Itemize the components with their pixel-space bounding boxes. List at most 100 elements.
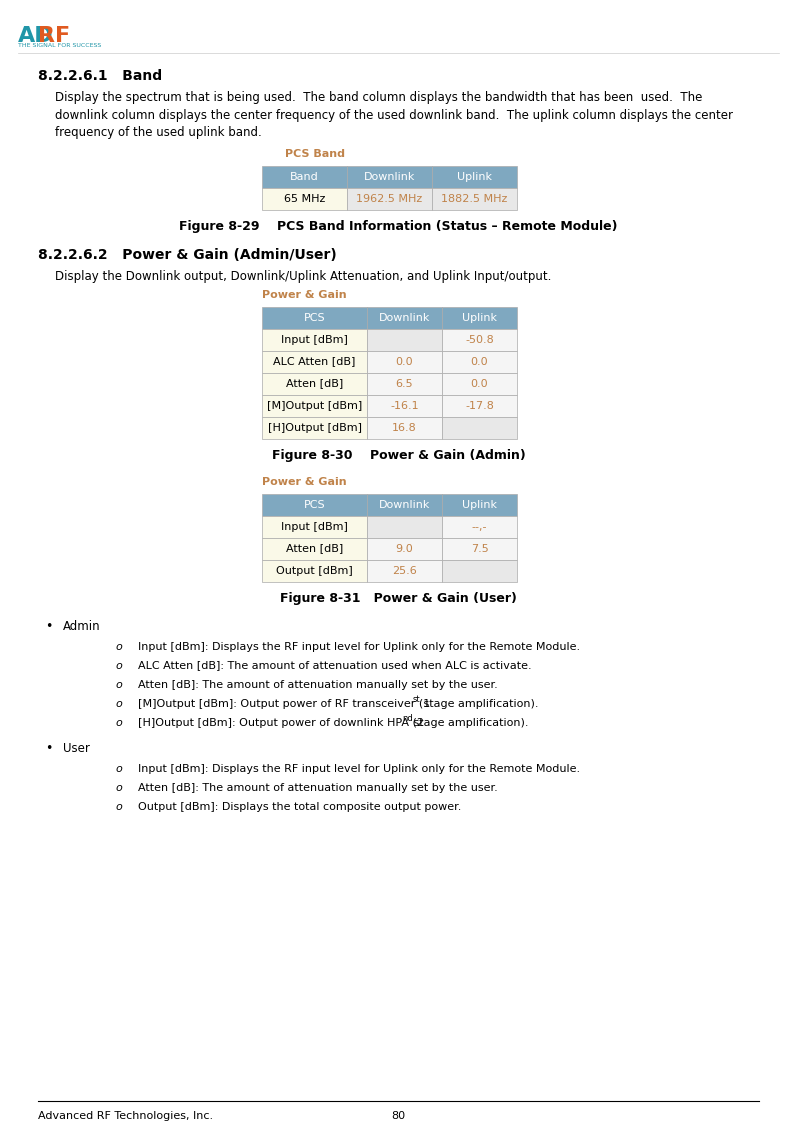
Text: Atten [dB]: The amount of attenuation manually set by the user.: Atten [dB]: The amount of attenuation ma… [138,783,498,793]
Text: ALC Atten [dB]: ALC Atten [dB] [273,356,355,366]
Text: User: User [63,742,90,754]
Text: [H]Output [dBm]: [H]Output [dBm] [268,423,362,432]
Text: Downlink: Downlink [363,172,415,181]
Text: o: o [115,680,122,690]
Bar [367,516,442,537]
Text: Power & Gain: Power & Gain [262,476,347,486]
Bar [442,416,517,439]
Text: 1962.5 MHz: 1962.5 MHz [356,193,422,204]
Text: 0.0: 0.0 [395,356,414,366]
Text: --,-: --,- [472,521,487,532]
Text: Input [dBm]: Displays the RF input level for Uplink only for the Remote Module.: Input [dBm]: Displays the RF input level… [138,641,580,651]
Text: Display the spectrum that is being used.  The band column displays the bandwidth: Display the spectrum that is being used.… [55,90,702,104]
Bar [432,188,517,209]
Bar [367,416,442,439]
Text: -50.8: -50.8 [465,335,494,345]
Text: Input [dBm]: Input [dBm] [281,335,348,345]
Text: PCS Band: PCS Band [285,148,345,158]
Bar [262,188,347,209]
Bar [442,493,517,516]
Text: 6.5: 6.5 [395,379,414,389]
Text: Power & Gain: Power & Gain [262,290,347,300]
Text: st: st [413,694,421,703]
Text: RF: RF [38,26,70,46]
Bar [367,493,442,516]
Bar [262,351,367,372]
Bar [262,537,367,560]
Text: Input [dBm]: Input [dBm] [281,521,348,532]
Bar [262,416,367,439]
Bar [367,307,442,328]
Text: Figure 8-30    Power & Gain (Admin): Figure 8-30 Power & Gain (Admin) [272,449,525,461]
Bar [367,328,442,351]
Text: Atten [dB]: The amount of attenuation manually set by the user.: Atten [dB]: The amount of attenuation ma… [138,680,498,690]
Text: •: • [45,620,53,632]
Bar [367,372,442,395]
Bar [442,395,517,416]
Text: o: o [115,641,122,651]
Bar [262,328,367,351]
Text: o: o [115,717,122,727]
Bar [347,188,432,209]
Text: Downlink: Downlink [379,312,430,322]
Bar [367,560,442,581]
Text: Figure 8-29    PCS Band Information (Status – Remote Module): Figure 8-29 PCS Band Information (Status… [179,219,618,233]
Text: Atten [dB]: Atten [dB] [286,379,344,389]
Bar [262,307,367,328]
Bar [262,493,367,516]
Text: Admin: Admin [63,620,100,632]
Text: Output [dBm]: Output [dBm] [276,566,353,576]
Text: o: o [115,783,122,793]
Text: 80: 80 [391,1111,406,1121]
Bar [262,395,367,416]
Bar [262,516,367,537]
Text: •: • [45,742,53,754]
Text: 9.0: 9.0 [395,544,414,553]
Text: nd: nd [402,714,413,723]
Text: THE SIGNAL FOR SUCCESS: THE SIGNAL FOR SUCCESS [18,43,101,48]
Text: 7.5: 7.5 [470,544,489,553]
Text: Downlink: Downlink [379,500,430,509]
Text: 16.8: 16.8 [392,423,417,432]
Text: Uplink: Uplink [457,172,492,181]
Text: 8.2.2.6.2   Power & Gain (Admin/User): 8.2.2.6.2 Power & Gain (Admin/User) [38,248,337,261]
Text: Advanced RF Technologies, Inc.: Advanced RF Technologies, Inc. [38,1111,213,1121]
Bar [432,165,517,188]
Text: 0.0: 0.0 [471,379,489,389]
Bar [367,351,442,372]
Text: -17.8: -17.8 [465,400,494,411]
Text: Display the Downlink output, Downlink/Uplink Attenuation, and Uplink Input/outpu: Display the Downlink output, Downlink/Up… [55,269,552,283]
Text: o: o [115,699,122,708]
Text: PCS: PCS [304,312,325,322]
Text: downlink column displays the center frequency of the used downlink band.  The up: downlink column displays the center freq… [55,109,733,121]
Text: o: o [115,802,122,812]
Text: 0.0: 0.0 [471,356,489,366]
Bar [347,165,432,188]
Text: Uplink: Uplink [462,500,497,509]
Text: [M]Output [dBm]: [M]Output [dBm] [267,400,362,411]
Bar [442,307,517,328]
Text: stage amplification).: stage amplification). [410,717,528,727]
Text: 65 MHz: 65 MHz [284,193,325,204]
Text: o: o [115,661,122,671]
Bar [262,560,367,581]
Bar [442,560,517,581]
Text: Figure 8-31   Power & Gain (User): Figure 8-31 Power & Gain (User) [280,592,517,604]
Text: AD: AD [18,26,53,46]
Bar [262,372,367,395]
Text: 1882.5 MHz: 1882.5 MHz [442,193,508,204]
Text: [H]Output [dBm]: Output power of downlink HPA (2: [H]Output [dBm]: Output power of downlin… [138,717,424,727]
Text: [M]Output [dBm]: Output power of RF transceiver (1: [M]Output [dBm]: Output power of RF tran… [138,699,430,708]
Text: Atten [dB]: Atten [dB] [286,544,344,553]
Text: Input [dBm]: Displays the RF input level for Uplink only for the Remote Module.: Input [dBm]: Displays the RF input level… [138,763,580,774]
Bar [262,165,347,188]
Text: 8.2.2.6.1   Band: 8.2.2.6.1 Band [38,69,162,83]
Text: -16.1: -16.1 [391,400,418,411]
Text: frequency of the used uplink band.: frequency of the used uplink band. [55,126,261,139]
Text: PCS: PCS [304,500,325,509]
Text: o: o [115,763,122,774]
Text: ALC Atten [dB]: The amount of attenuation used when ALC is activate.: ALC Atten [dB]: The amount of attenuatio… [138,661,532,671]
Text: Band: Band [290,172,319,181]
Bar [367,537,442,560]
Text: Output [dBm]: Displays the total composite output power.: Output [dBm]: Displays the total composi… [138,802,461,812]
